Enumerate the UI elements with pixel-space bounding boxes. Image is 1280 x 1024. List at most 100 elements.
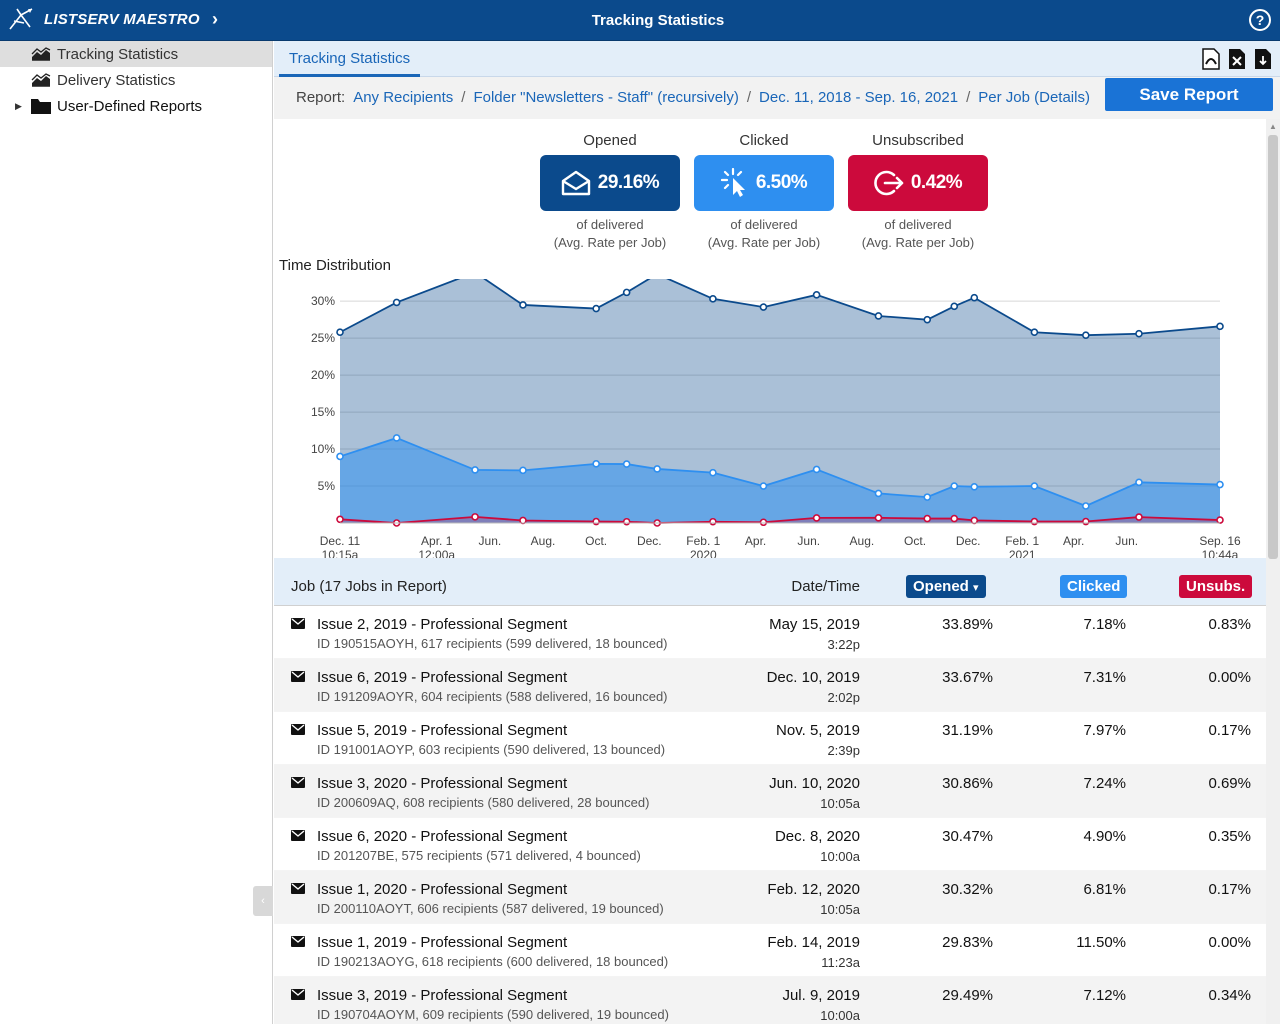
unsubs-rate: 0.83% (1208, 616, 1251, 633)
data-point (336, 515, 344, 524)
opened-rate: 30.86% (942, 775, 993, 792)
x-tick-label: Dec. (956, 534, 981, 548)
sidebar-item-label: Tracking Statistics (57, 45, 179, 63)
vertical-scrollbar[interactable]: ▲ (1266, 119, 1280, 1024)
table-row[interactable]: Issue 1, 2020 - Professional Segment ID 2… (274, 871, 1266, 924)
data-point (709, 517, 717, 526)
line-chart-icon (31, 47, 51, 61)
clicked-rate: 7.31% (1083, 669, 1126, 686)
kpi-opened-box[interactable]: 29.16% (540, 155, 680, 211)
sidebar-item-delivery-statistics[interactable]: Delivery Statistics (0, 67, 272, 93)
kpi-sub-line: (Avg. Rate per Job) (861, 235, 975, 250)
unsubs-rate: 0.69% (1208, 775, 1251, 792)
table-row[interactable]: Issue 1, 2019 - Professional Segment ID 1… (274, 924, 1266, 977)
x-tick-label: Feb. 1 (1005, 534, 1039, 548)
data-point (709, 468, 717, 477)
kpi-opened: Opened 29.16% of delivered (Avg. Rate pe… (540, 132, 680, 252)
data-point (653, 465, 661, 473)
kpi-subtitle: of delivered (Avg. Rate per Job) (848, 216, 988, 252)
x-tick-label: Jun. (479, 534, 502, 548)
x-tick-label: Aug. (531, 534, 556, 548)
crumb-separator: / (966, 89, 971, 106)
data-point (970, 482, 979, 491)
folder-icon (31, 98, 51, 114)
save-report-button[interactable]: Save Report (1105, 78, 1273, 111)
job-name: Issue 1, 2019 - Professional Segment (317, 934, 568, 951)
scroll-up-icon[interactable]: ▲ (1269, 122, 1277, 131)
kpi-subtitle: of delivered (Avg. Rate per Job) (694, 216, 834, 252)
job-time: 10:05a (820, 796, 860, 811)
x-tick-label: Jun. (1115, 534, 1138, 548)
crumb-separator: / (746, 89, 752, 106)
crumb-granularity[interactable]: Per Job (Details) (978, 89, 1090, 106)
time-distribution-title: Time Distribution (279, 257, 391, 274)
export-excel-icon[interactable] (1228, 48, 1246, 70)
job-date: Jul. 9, 2019 (782, 987, 860, 1004)
cursor-click-icon (720, 168, 745, 197)
clicked-column-header[interactable]: Clicked (1060, 575, 1128, 598)
data-point (336, 328, 344, 337)
clicked-rate: 7.24% (1083, 775, 1126, 792)
opened-rate: 29.83% (942, 934, 993, 951)
data-point (392, 434, 401, 442)
clicked-rate: 4.90% (1083, 828, 1126, 845)
opened-rate: 31.19% (942, 722, 993, 739)
kpi-value: 29.16% (597, 172, 660, 193)
x-tick-label: Oct. (585, 534, 607, 548)
collapse-sidebar-handle[interactable]: ‹ (253, 886, 273, 916)
opened-column-header[interactable]: Opened ▾ (906, 575, 986, 598)
sidebar-item-label: Delivery Statistics (57, 71, 176, 89)
breadcrumb: Report: Any Recipients / Folder "Newslet… (296, 89, 1090, 106)
kpi-summary: Opened 29.16% of delivered (Avg. Rate pe… (540, 132, 988, 252)
table-row[interactable]: Issue 3, 2019 - Professional Segment ID 1… (274, 977, 1266, 1024)
table-row[interactable]: Issue 6, 2020 - Professional Segment ID 2… (274, 818, 1266, 871)
data-point (874, 489, 883, 498)
data-point (1135, 478, 1143, 487)
job-name: Issue 5, 2019 - Professional Segment (317, 722, 568, 739)
expand-chevron-icon[interactable]: › (212, 9, 218, 29)
table-row[interactable]: Issue 6, 2019 - Professional Segment ID 1… (274, 659, 1266, 712)
table-row[interactable]: Issue 5, 2019 - Professional Segment ID 1… (274, 712, 1266, 765)
job-meta: ID 200110AOYT, 606 recipients (587 deliv… (317, 901, 664, 916)
unsubs-column-header[interactable]: Unsubs. (1179, 575, 1253, 598)
crumb-folder[interactable]: Folder "Newsletters - Staff" (recursivel… (473, 89, 739, 106)
y-tick-label: 20% (311, 368, 335, 382)
export-csv-icon[interactable] (1254, 48, 1272, 70)
unsubs-rate: 0.17% (1208, 722, 1251, 739)
table-row[interactable]: Issue 3, 2020 - Professional Segment ID 2… (274, 765, 1266, 818)
help-icon[interactable]: ? (1249, 9, 1271, 31)
data-point (923, 514, 932, 523)
job-date: May 15, 2019 (769, 616, 860, 633)
kpi-clicked-box[interactable]: 6.50% (694, 155, 834, 211)
sidebar-item-tracking-statistics[interactable]: Tracking Statistics (0, 41, 272, 67)
table-row[interactable]: Issue 2, 2019 - Professional Segment ID 1… (274, 606, 1266, 659)
y-tick-label: 5% (318, 479, 336, 493)
crumb-recipients[interactable]: Any Recipients (353, 89, 454, 106)
sidebar-item-user-defined-reports[interactable]: ▶ User-Defined Reports (0, 93, 272, 119)
data-point (1082, 517, 1090, 526)
crumb-date-range[interactable]: Dec. 11, 2018 - Sep. 16, 2021 (759, 89, 959, 106)
date-column-header[interactable]: Date/Time (791, 578, 860, 595)
x-tick-label: Jun. (797, 534, 820, 548)
x-tick-label: Apr. (745, 534, 766, 548)
data-point (1030, 517, 1039, 526)
y-tick-label: 25% (311, 331, 335, 345)
top-bar: LISTSERV MAESTRO › Tracking Statistics ? (0, 0, 1280, 41)
job-time: 2:02p (827, 690, 860, 705)
kpi-clicked: Clicked 6.50% of delivered (Avg. Rate pe… (694, 132, 834, 252)
unsubs-rate: 0.17% (1208, 881, 1251, 898)
job-time: 3:22p (827, 637, 860, 652)
data-point (1216, 322, 1224, 331)
caret-right-icon[interactable]: ▶ (15, 100, 22, 111)
tab-tracking-statistics[interactable]: Tracking Statistics (279, 41, 421, 77)
x-tick-label: Sep. 16 (1199, 534, 1241, 548)
kpi-unsubscribed-box[interactable]: 0.42% (848, 155, 988, 211)
brand[interactable]: LISTSERV MAESTRO (8, 7, 200, 31)
export-pdf-icon[interactable] (1202, 48, 1220, 70)
scrollbar-thumb[interactable] (1268, 135, 1278, 559)
clicked-rate: 6.81% (1083, 881, 1126, 898)
clicked-rate: 7.18% (1083, 616, 1126, 633)
envelope-icon (291, 883, 305, 894)
job-name: Issue 1, 2020 - Professional Segment (317, 881, 568, 898)
